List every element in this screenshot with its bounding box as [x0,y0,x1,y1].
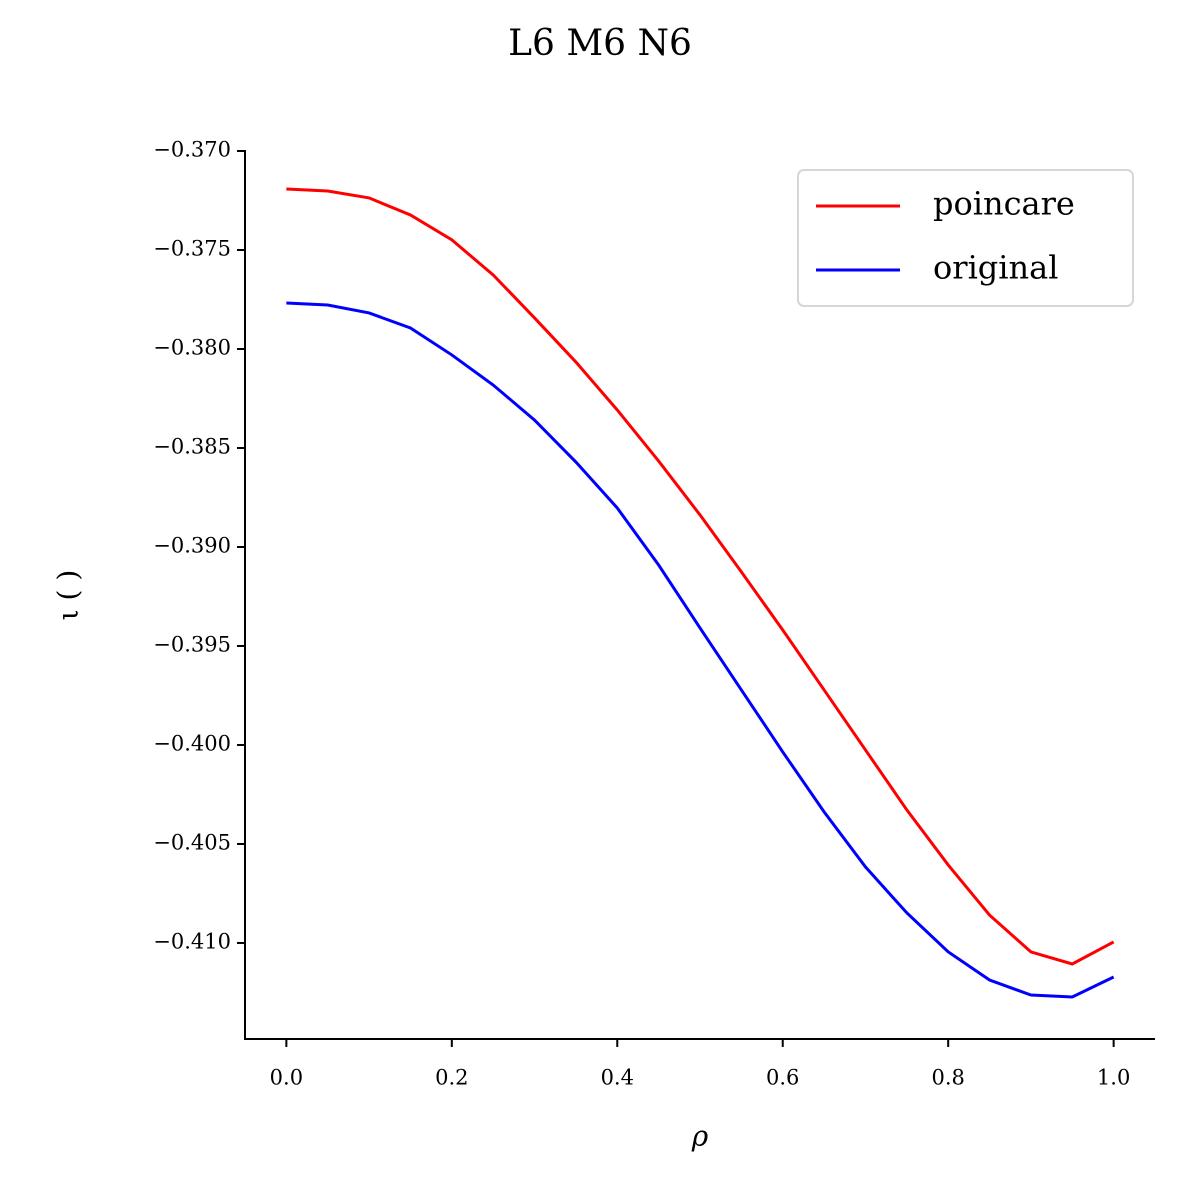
y-tick-label: −0.410 [153,929,231,953]
x-tick-label: 1.0 [1097,1066,1130,1090]
y-tick-label: −0.375 [153,236,231,260]
legend-label: poincare [933,185,1075,223]
x-tick-label: 0.6 [766,1066,799,1090]
y-axis-label: ι ( ) [52,570,85,621]
legend-label: original [933,249,1058,287]
series-line [286,301,1115,999]
x-tick-label: 0.0 [270,1066,303,1090]
legend-box [797,169,1134,307]
y-tick-label: −0.400 [153,731,231,755]
x-tick-label: 0.8 [931,1066,964,1090]
y-tick-label: −0.395 [153,632,231,656]
y-tick-label: −0.390 [153,533,231,557]
y-tick-label: −0.370 [153,138,231,162]
y-tick-label: −0.405 [153,830,231,854]
x-tick-label: 0.4 [601,1066,634,1090]
y-tick-label: −0.380 [153,335,231,359]
chart-title: L6 M6 N6 [508,23,692,64]
x-tick-label: 0.2 [435,1066,468,1090]
series-line [286,187,1115,966]
y-tick-label: −0.385 [153,434,231,458]
x-axis-label: ρ [691,1120,709,1153]
